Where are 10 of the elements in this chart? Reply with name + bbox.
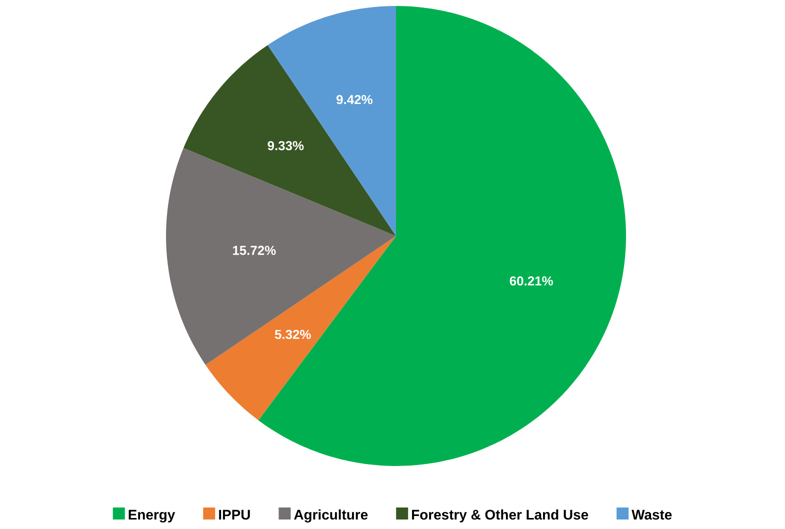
legend-label: Waste [632, 510, 672, 520]
data-label: 15.72% [232, 246, 276, 255]
legend-label: IPPU [219, 510, 250, 520]
data-label: 60.21% [510, 276, 553, 286]
legend-label: Forestry & Other Land Use [412, 509, 588, 522]
legend-label: Energy [128, 510, 176, 522]
legend-label: Agriculture [294, 509, 368, 522]
data-label: 9.33% [268, 141, 304, 150]
data-label: 5.32% [274, 330, 311, 340]
data-label: 9.42% [336, 94, 372, 104]
